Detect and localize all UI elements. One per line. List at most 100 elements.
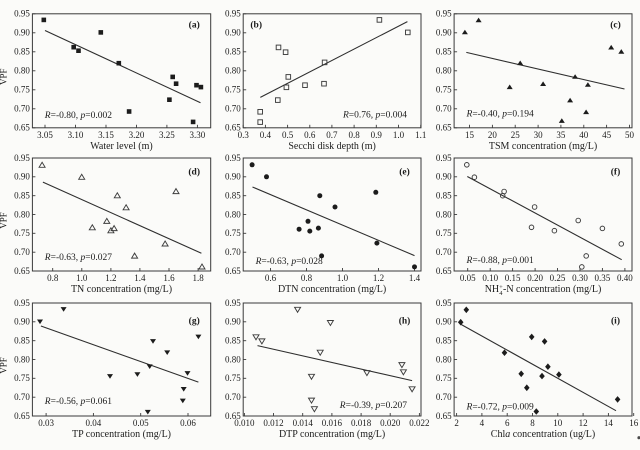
svg-text:(i): (i) bbox=[611, 316, 620, 327]
svg-text:0.75: 0.75 bbox=[436, 228, 452, 238]
svg-text:0.15: 0.15 bbox=[505, 273, 521, 283]
svg-text:(b): (b) bbox=[250, 20, 262, 31]
svg-text:(f): (f) bbox=[611, 166, 621, 177]
svg-text:(a): (a) bbox=[189, 20, 200, 31]
svg-text:0.8: 0.8 bbox=[47, 273, 59, 283]
svg-text:R=-0.63, p=0.028: R=-0.63, p=0.028 bbox=[255, 257, 323, 267]
svg-text:0.25: 0.25 bbox=[550, 273, 566, 283]
svg-text:(d): (d) bbox=[188, 166, 200, 177]
svg-text:0.95: 0.95 bbox=[436, 9, 452, 19]
svg-text:8: 8 bbox=[530, 418, 535, 428]
svg-text:4: 4 bbox=[480, 418, 485, 428]
svg-text:0.80: 0.80 bbox=[225, 66, 241, 76]
svg-text:3.30: 3.30 bbox=[190, 130, 206, 140]
svg-text:0.95: 0.95 bbox=[14, 9, 30, 19]
svg-text:3.05: 3.05 bbox=[37, 130, 53, 140]
svg-text:1.4: 1.4 bbox=[134, 273, 146, 283]
svg-text:0.80: 0.80 bbox=[14, 354, 30, 364]
svg-text:0.70: 0.70 bbox=[225, 247, 241, 257]
svg-text:30: 30 bbox=[534, 130, 544, 140]
svg-text:0.020: 0.020 bbox=[380, 418, 401, 428]
svg-text:0.70: 0.70 bbox=[436, 104, 452, 114]
svg-text:0.75: 0.75 bbox=[225, 373, 241, 383]
svg-text:0.75: 0.75 bbox=[14, 85, 30, 95]
svg-text:TSM concentration (mg/L): TSM concentration (mg/L) bbox=[489, 141, 597, 152]
svg-text:0.95: 0.95 bbox=[436, 298, 452, 308]
svg-text:Water level (m): Water level (m) bbox=[90, 141, 153, 152]
svg-text:35: 35 bbox=[556, 130, 566, 140]
svg-text:(g): (g) bbox=[189, 316, 200, 327]
svg-text:0.9: 0.9 bbox=[371, 130, 383, 140]
svg-text:0.65: 0.65 bbox=[436, 123, 452, 133]
svg-text:Chla concentration (ug/L): Chla concentration (ug/L) bbox=[491, 429, 595, 440]
svg-text:20: 20 bbox=[488, 130, 498, 140]
svg-text:0.30: 0.30 bbox=[572, 273, 588, 283]
svg-text:R=-0.56, p=0.061: R=-0.56, p=0.061 bbox=[44, 397, 112, 407]
svg-text:1.0: 1.0 bbox=[337, 273, 349, 283]
svg-text:3.20: 3.20 bbox=[129, 130, 145, 140]
svg-text:0.75: 0.75 bbox=[14, 228, 30, 238]
svg-text:2: 2 bbox=[454, 418, 459, 428]
svg-text:0.85: 0.85 bbox=[436, 336, 452, 346]
svg-text:0.90: 0.90 bbox=[436, 172, 452, 182]
svg-text:0.65: 0.65 bbox=[225, 266, 241, 276]
svg-text:0.90: 0.90 bbox=[225, 172, 241, 182]
svg-text:R=-0.72, p=0.009: R=-0.72, p=0.009 bbox=[466, 403, 534, 413]
svg-text:0.85: 0.85 bbox=[436, 47, 452, 57]
svg-text:0.8: 0.8 bbox=[301, 273, 313, 283]
svg-text:0.70: 0.70 bbox=[14, 104, 30, 114]
svg-text:0.95: 0.95 bbox=[436, 153, 452, 163]
svg-text:1.1: 1.1 bbox=[415, 130, 426, 140]
svg-text:0.65: 0.65 bbox=[436, 411, 452, 421]
svg-text:0.75: 0.75 bbox=[225, 228, 241, 238]
svg-text:0.85: 0.85 bbox=[225, 191, 241, 201]
svg-text:0.75: 0.75 bbox=[436, 85, 452, 95]
svg-text:0.70: 0.70 bbox=[225, 104, 241, 114]
svg-text:0.80: 0.80 bbox=[14, 66, 30, 76]
svg-text:0.85: 0.85 bbox=[225, 47, 241, 57]
svg-text:0.85: 0.85 bbox=[225, 336, 241, 346]
svg-text:0.65: 0.65 bbox=[436, 266, 452, 276]
svg-text:0.85: 0.85 bbox=[14, 47, 30, 57]
svg-text:0.70: 0.70 bbox=[436, 247, 452, 257]
svg-text:1.0: 1.0 bbox=[76, 273, 88, 283]
svg-text:40: 40 bbox=[579, 130, 589, 140]
svg-text:0.65: 0.65 bbox=[14, 266, 30, 276]
svg-text:0.90: 0.90 bbox=[436, 28, 452, 38]
svg-text:0.016: 0.016 bbox=[322, 418, 343, 428]
svg-text:0.8: 0.8 bbox=[348, 130, 360, 140]
svg-text:0.014: 0.014 bbox=[293, 418, 314, 428]
svg-text:3.25: 3.25 bbox=[159, 130, 175, 140]
svg-text:12: 12 bbox=[579, 418, 588, 428]
svg-text:15: 15 bbox=[465, 130, 475, 140]
svg-text:0.80: 0.80 bbox=[436, 66, 452, 76]
svg-text:(c): (c) bbox=[610, 20, 621, 31]
svg-text:VPF: VPF bbox=[0, 69, 9, 86]
svg-text:NH+4-N concentration (mg/L): NH+ 4-N concentration (mg/L) bbox=[485, 284, 602, 297]
svg-text:VPF: VPF bbox=[0, 212, 9, 229]
svg-text:1.2: 1.2 bbox=[105, 273, 116, 283]
svg-text:0.85: 0.85 bbox=[14, 336, 30, 346]
svg-text:0.90: 0.90 bbox=[14, 172, 30, 182]
svg-text:0.95: 0.95 bbox=[225, 153, 241, 163]
svg-text:45: 45 bbox=[602, 130, 612, 140]
svg-text:0.75: 0.75 bbox=[225, 85, 241, 95]
svg-text:0.65: 0.65 bbox=[225, 123, 241, 133]
svg-text:0.10: 0.10 bbox=[482, 273, 498, 283]
svg-text:0.05: 0.05 bbox=[460, 273, 476, 283]
svg-text:TN concentration (mg/L): TN concentration (mg/L) bbox=[71, 284, 172, 295]
svg-text:R=-0.39, p=0.207: R=-0.39, p=0.207 bbox=[339, 401, 407, 411]
svg-text:R=-0.88, p=0.001: R=-0.88, p=0.001 bbox=[466, 256, 534, 266]
svg-text:25: 25 bbox=[511, 130, 521, 140]
svg-text:0.4: 0.4 bbox=[260, 130, 272, 140]
svg-text:0.018: 0.018 bbox=[351, 418, 372, 428]
svg-text:0.70: 0.70 bbox=[14, 392, 30, 402]
svg-text:14: 14 bbox=[604, 418, 614, 428]
svg-text:0.80: 0.80 bbox=[225, 354, 241, 364]
svg-text:0.90: 0.90 bbox=[14, 28, 30, 38]
svg-text:0.6: 0.6 bbox=[304, 130, 316, 140]
svg-text:0.90: 0.90 bbox=[14, 317, 30, 327]
svg-text:10: 10 bbox=[553, 418, 563, 428]
svg-text:R=0.76, p=0.004: R=0.76, p=0.004 bbox=[342, 110, 407, 120]
svg-text:16: 16 bbox=[629, 418, 639, 428]
